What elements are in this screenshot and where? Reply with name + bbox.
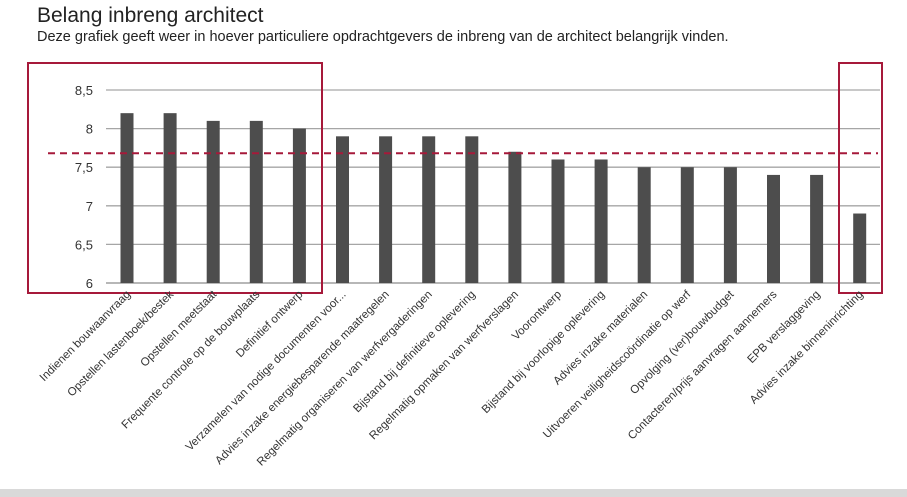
y-tick-label: 7 xyxy=(86,199,93,214)
bar xyxy=(249,120,263,283)
bar xyxy=(810,174,824,283)
bar xyxy=(508,151,522,283)
bar xyxy=(680,167,694,283)
bar xyxy=(723,167,737,283)
highlight-box-top xyxy=(27,62,323,294)
bar xyxy=(767,174,780,283)
x-category-label: Verzamelen van nodige documenten voor... xyxy=(184,289,349,454)
highlight-box-bottom xyxy=(838,62,883,294)
bar xyxy=(163,113,177,283)
x-category-label: Contacteren/prijs aanvragen aannemers xyxy=(626,288,780,442)
bar xyxy=(853,213,867,283)
bar xyxy=(379,136,393,283)
x-category-label: Uitvoeren veiligheidscoördinatie op werf xyxy=(541,288,694,441)
chart-title: Belang inbreng architect xyxy=(37,4,264,27)
bar xyxy=(120,113,134,283)
y-tick-label: 6,5 xyxy=(75,237,93,252)
bar xyxy=(465,136,479,283)
bar xyxy=(551,159,565,283)
bar xyxy=(336,136,349,283)
bar xyxy=(292,128,306,283)
chart-subtitle: Deze grafiek geeft weer in hoever partic… xyxy=(37,29,729,45)
bar xyxy=(594,159,608,283)
y-tick-label: 6 xyxy=(86,276,93,291)
bar xyxy=(206,120,220,283)
y-tick-label: 8 xyxy=(86,122,93,137)
y-tick-label: 8,5 xyxy=(75,83,93,98)
x-category-label: EPB verslaggeving xyxy=(746,289,823,366)
x-category-label: Regelmatig opmaken van werfverslagen xyxy=(367,289,521,443)
x-category-label: Opstellen meetstaat xyxy=(139,288,220,369)
y-tick-label: 7,5 xyxy=(75,160,93,175)
bar xyxy=(637,167,651,283)
bottom-divider xyxy=(0,489,907,497)
bar xyxy=(422,136,436,283)
